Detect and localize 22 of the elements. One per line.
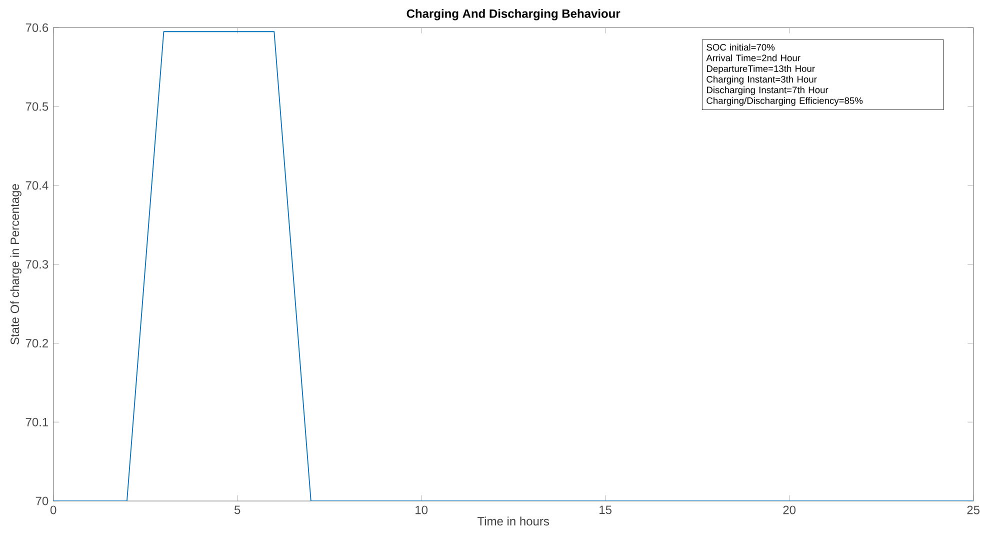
annotation: Arrival Time=2nd Hour: [706, 54, 800, 62]
y-axis-title: State Of charge in Percentage: [10, 184, 22, 344]
y-tick-label: 70.6: [26, 23, 48, 32]
x-tick-label: 10: [416, 506, 428, 514]
annotation: Discharging Instant=7th Hour: [706, 86, 828, 96]
x-tick-label: 25: [967, 506, 980, 514]
annotation: Charging/Discharging Efficiency=85%: [706, 97, 863, 106]
chart-title: Charging And Discharging Behaviour: [406, 9, 620, 20]
x-tick-label: 5: [234, 506, 240, 514]
y-tick-label: 70.2: [26, 338, 48, 348]
y-tick-label: 70.4: [26, 181, 48, 190]
x-tick-label: 0: [50, 506, 56, 514]
x-tick-label: 20: [783, 506, 796, 514]
y-tick-label: 70.1: [26, 418, 48, 426]
annotation: DepartureTime=13th Hour: [706, 65, 815, 74]
y-tick-label: 70.3: [26, 260, 48, 269]
annotation: SOC initial=70%: [706, 44, 775, 51]
y-tick-label: 70.5: [26, 102, 48, 111]
annotation: Charging Instant=3th Hour: [706, 76, 817, 84]
y-tick-label: 70: [36, 496, 48, 506]
x-tick-label: 15: [600, 506, 612, 514]
x-axis-title: Time in hours: [477, 516, 549, 526]
